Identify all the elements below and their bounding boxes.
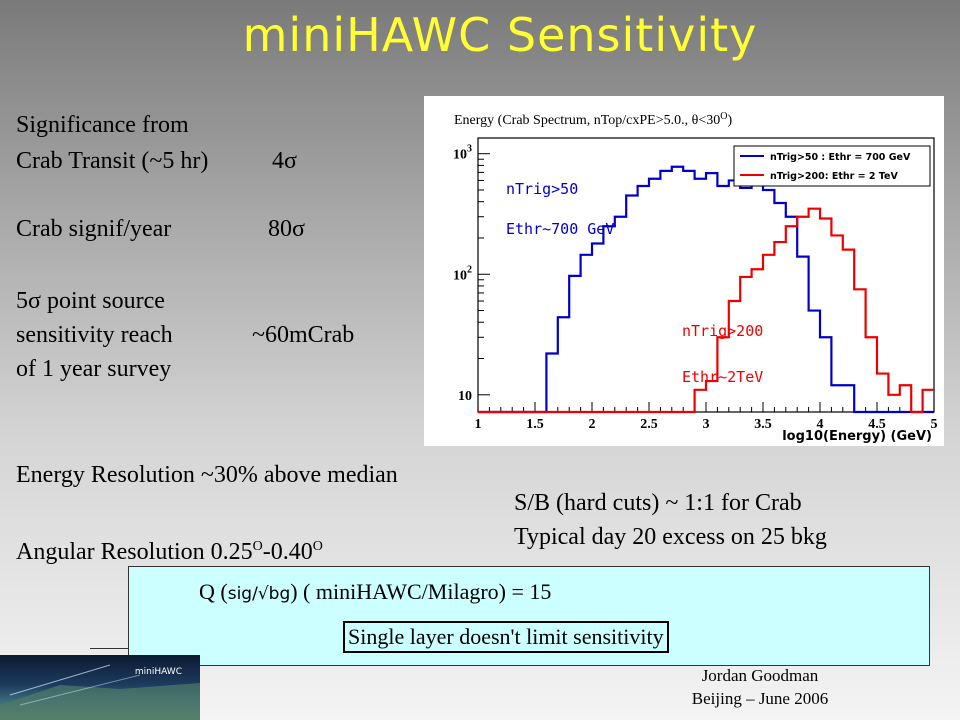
- crab-signif-year-value: 80σ: [268, 216, 305, 242]
- x-tick-label: 1.5: [526, 417, 544, 432]
- significance-label: Significance from: [16, 112, 189, 138]
- logo-label: miniHAWC: [134, 667, 182, 677]
- x-tick-label: 4.5: [868, 417, 886, 432]
- annotation-ntrig50: nTrig>50: [506, 180, 578, 198]
- energy-resolution: Energy Resolution ~30% above median: [16, 462, 398, 488]
- y-tick-label: 103: [453, 144, 472, 163]
- typical-day: Typical day 20 excess on 25 bkg: [514, 524, 827, 550]
- footer-location: Beijing – June 2006: [691, 689, 829, 708]
- histogram-series-ntrig50: [478, 165, 934, 414]
- chart-title: Energy (Crab Spectrum, nTop/cxPE>5.0., θ…: [454, 111, 732, 128]
- annotation-ethr700: Ethr~700 GeV: [506, 220, 614, 238]
- legend-entry-red: nTrig>200: Ethr = 2 TeV: [770, 171, 898, 182]
- crab-transit-label: Crab Transit (~5 hr): [16, 148, 209, 174]
- crab-signif-year-label: Crab signif/year: [16, 216, 172, 242]
- x-tick-label: 1: [475, 417, 482, 432]
- sensitivity-reach-value: ~60mCrab: [252, 322, 355, 348]
- x-tick-label: 2: [589, 417, 596, 432]
- x-tick-label: 4: [817, 417, 824, 432]
- footer-author: Jordan Goodman: [701, 666, 819, 685]
- y-tick-label: 10: [458, 389, 472, 404]
- x-tick-label: 3: [703, 417, 710, 432]
- x-tick-label: 3.5: [754, 417, 772, 432]
- q-factor-box: Q (sig/√bg) ( miniHAWC/Milagro) = 15 Sin…: [128, 566, 930, 666]
- crab-transit-value: 4σ: [272, 148, 297, 174]
- sensitivity-reach-label: sensitivity reach: [16, 322, 173, 348]
- point-source-label: 5σ point source: [16, 288, 165, 314]
- angular-resolution: Angular Resolution 0.25O-0.40O: [16, 539, 323, 565]
- sb-ratio: S/B (hard cuts) ~ 1:1 for Crab: [514, 490, 802, 516]
- energy-histogram: Energy (Crab Spectrum, nTop/cxPE>5.0., θ…: [453, 111, 938, 444]
- minihawc-logo-image: miniHAWC: [0, 655, 200, 720]
- single-layer-note: Single layer doesn't limit sensitivity: [343, 621, 669, 653]
- legend: nTrig>50 : Ethr = 700 GeV nTrig>200: Eth…: [733, 145, 931, 187]
- annotation-ntrig200: nTrig>200: [682, 322, 763, 340]
- q-factor-text: Q (sig/√bg) ( miniHAWC/Milagro) = 15: [199, 579, 552, 604]
- x-tick-label: 2.5: [640, 417, 658, 432]
- survey-label: of 1 year survey: [16, 356, 172, 382]
- annotation-ethr2tev: Ethr~2TeV: [682, 368, 763, 386]
- histogram-series-ntrig200: [478, 207, 934, 414]
- page-title: miniHAWC Sensitivity: [242, 8, 758, 62]
- y-tick-label: 102: [453, 264, 472, 283]
- x-tick-label: 5: [931, 417, 938, 432]
- footer: Jordan Goodman Beijing – June 2006: [640, 664, 880, 710]
- chart-panel: Energy (Crab Spectrum, nTop/cxPE>5.0., θ…: [424, 96, 944, 446]
- legend-entry-blue: nTrig>50 : Ethr = 700 GeV: [770, 152, 911, 163]
- x-axis-label: log10(Energy) (GeV): [782, 429, 932, 444]
- divider-line: [90, 648, 128, 649]
